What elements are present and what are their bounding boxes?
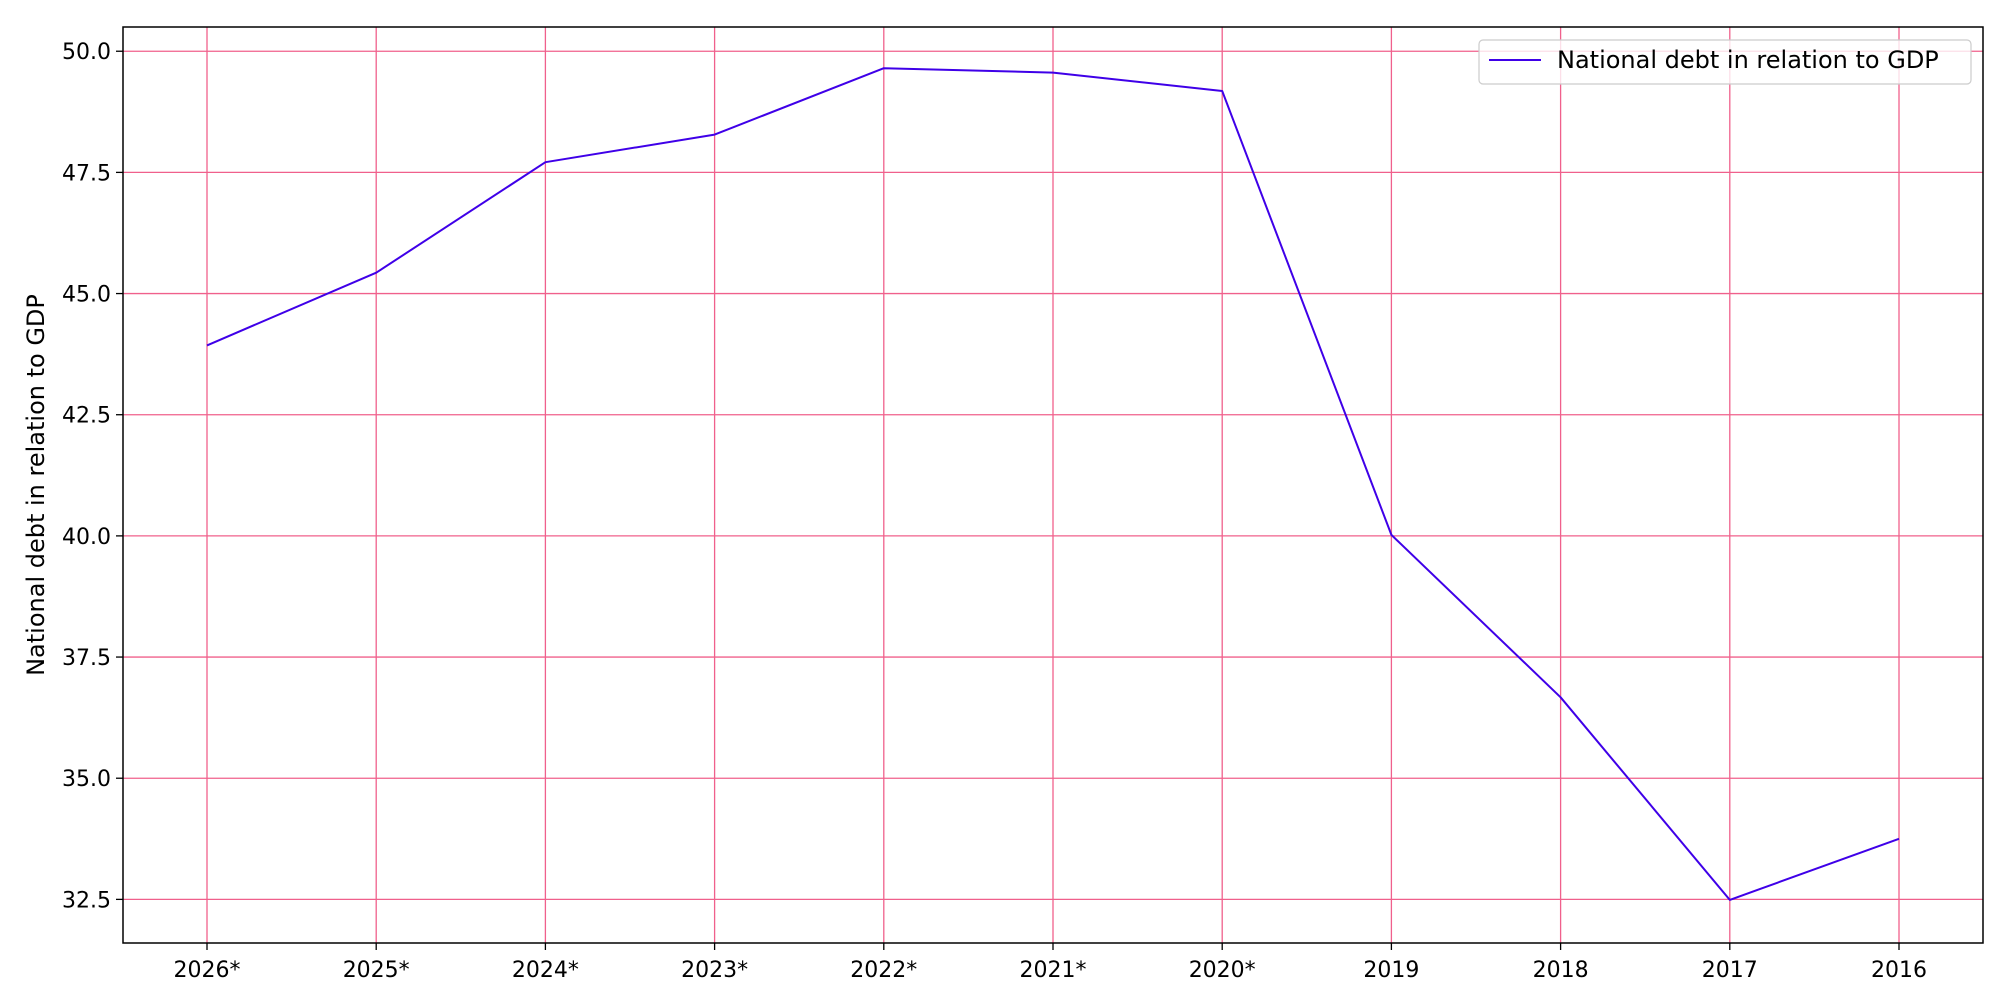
y-tick-label: 32.5 — [62, 888, 111, 913]
x-tick-label: 2021* — [1020, 958, 1087, 983]
x-tick-label: 2026* — [174, 958, 241, 983]
y-tick-label: 40.0 — [62, 525, 111, 550]
x-tick-label: 2016 — [1871, 958, 1927, 983]
x-tick-label: 2018 — [1533, 958, 1589, 983]
y-axis-label: National debt in relation to GDP — [22, 294, 50, 676]
y-tick-label: 37.5 — [62, 646, 111, 671]
x-tick-label: 2017 — [1702, 958, 1758, 983]
x-tick-label: 2023* — [681, 958, 748, 983]
y-axis-ticks: 32.5 35.0 37.5 40.0 42.5 45.0 47.5 50.0 — [62, 40, 123, 913]
x-tick-label: 2019 — [1363, 958, 1419, 983]
legend: National debt in relation to GDP — [1478, 39, 1972, 85]
x-tick-label: 2020* — [1189, 958, 1256, 983]
y-tick-label: 42.5 — [62, 404, 111, 429]
x-tick-label: 2024* — [512, 958, 579, 983]
series-layer — [206, 67, 1900, 901]
x-tick-label: 2022* — [850, 958, 917, 983]
y-tick-label: 47.5 — [62, 161, 111, 186]
y-tick-label: 35.0 — [62, 767, 111, 792]
legend-box — [1478, 39, 1972, 85]
y-tick-label: 45.0 — [62, 283, 111, 308]
x-axis-ticks: 2026* 2025* 2024* 2023* 2022* 2021* 2020* 2019 2… — [174, 943, 1927, 983]
y-tick-label: 50.0 — [62, 40, 111, 65]
legend-entry: National debt in relation to GDP — [1557, 46, 1939, 74]
x-tick-label: 2025* — [343, 958, 410, 983]
grid-lines — [123, 27, 1983, 943]
series-line — [206, 67, 1900, 901]
